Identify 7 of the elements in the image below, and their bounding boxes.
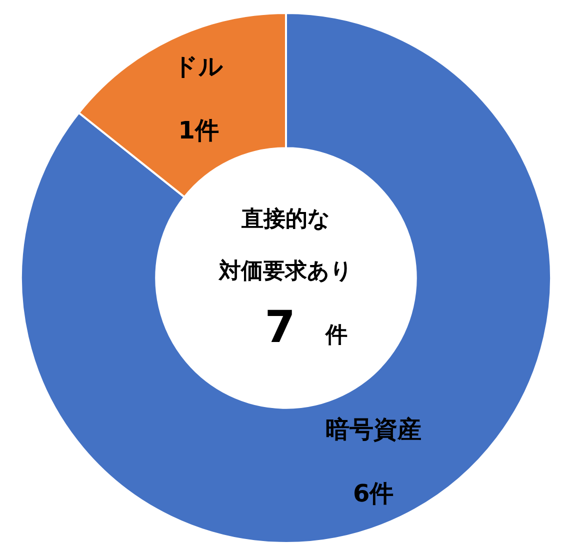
slice-label: 暗号資産 bbox=[325, 415, 422, 444]
data-label: 1件 bbox=[178, 116, 219, 145]
text: 対価要求あり bbox=[218, 258, 353, 284]
slice-label: ドル bbox=[174, 52, 224, 81]
data-label: 6件 bbox=[353, 479, 394, 508]
text: 直接的な bbox=[240, 207, 330, 232]
text: 7 件 bbox=[264, 302, 348, 353]
